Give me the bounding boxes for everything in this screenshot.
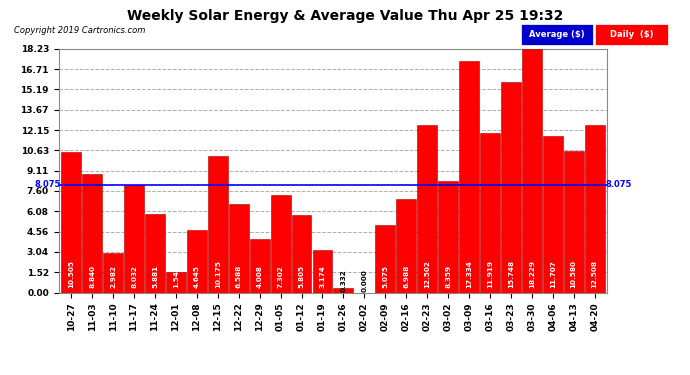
- Bar: [396, 199, 416, 292]
- Text: 15.748: 15.748: [508, 261, 514, 288]
- Bar: [229, 204, 248, 292]
- Bar: [103, 253, 123, 292]
- Text: 2.982: 2.982: [110, 266, 116, 288]
- Text: 8.032: 8.032: [131, 266, 137, 288]
- Text: 4.008: 4.008: [257, 266, 263, 288]
- Text: 7.302: 7.302: [277, 266, 284, 288]
- Bar: [333, 288, 353, 292]
- Bar: [208, 156, 228, 292]
- Text: Copyright 2019 Cartronics.com: Copyright 2019 Cartronics.com: [14, 26, 145, 35]
- Bar: [375, 225, 395, 292]
- Bar: [501, 82, 521, 292]
- Text: 4.645: 4.645: [194, 266, 200, 288]
- Text: 18.229: 18.229: [529, 261, 535, 288]
- Text: 10.505: 10.505: [68, 261, 75, 288]
- Text: 8.075: 8.075: [34, 180, 61, 189]
- Text: 11.919: 11.919: [487, 261, 493, 288]
- Bar: [522, 49, 542, 292]
- Text: 5.075: 5.075: [382, 266, 388, 288]
- Text: 12.508: 12.508: [591, 261, 598, 288]
- Bar: [61, 152, 81, 292]
- Bar: [543, 136, 563, 292]
- Bar: [564, 151, 584, 292]
- Text: 8.359: 8.359: [445, 266, 451, 288]
- Text: 8.840: 8.840: [89, 266, 95, 288]
- Bar: [584, 125, 604, 292]
- Bar: [187, 230, 207, 292]
- Bar: [270, 195, 290, 292]
- Bar: [438, 181, 458, 292]
- Text: 3.174: 3.174: [319, 266, 326, 288]
- Bar: [292, 215, 311, 292]
- Text: Daily  ($): Daily ($): [610, 30, 653, 39]
- Bar: [417, 125, 437, 292]
- Text: 6.988: 6.988: [403, 265, 409, 288]
- Text: 8.075: 8.075: [605, 180, 631, 189]
- Text: Weekly Solar Energy & Average Value Thu Apr 25 19:32: Weekly Solar Energy & Average Value Thu …: [127, 9, 563, 23]
- Text: 6.588: 6.588: [236, 265, 241, 288]
- Text: 17.334: 17.334: [466, 261, 472, 288]
- Text: Average ($): Average ($): [529, 30, 585, 39]
- Bar: [145, 214, 165, 292]
- Text: 1.543: 1.543: [173, 266, 179, 288]
- Bar: [82, 174, 102, 292]
- Text: 0.332: 0.332: [340, 269, 346, 292]
- Bar: [124, 185, 144, 292]
- Text: 5.881: 5.881: [152, 266, 158, 288]
- Bar: [480, 133, 500, 292]
- Text: 12.502: 12.502: [424, 261, 430, 288]
- Text: 0.000: 0.000: [362, 269, 367, 292]
- Bar: [166, 272, 186, 292]
- Bar: [459, 61, 479, 292]
- Text: 10.175: 10.175: [215, 261, 221, 288]
- Bar: [250, 239, 270, 292]
- Text: 10.580: 10.580: [571, 261, 577, 288]
- Text: 11.707: 11.707: [550, 261, 555, 288]
- Text: 5.805: 5.805: [299, 266, 304, 288]
- Bar: [313, 250, 333, 292]
